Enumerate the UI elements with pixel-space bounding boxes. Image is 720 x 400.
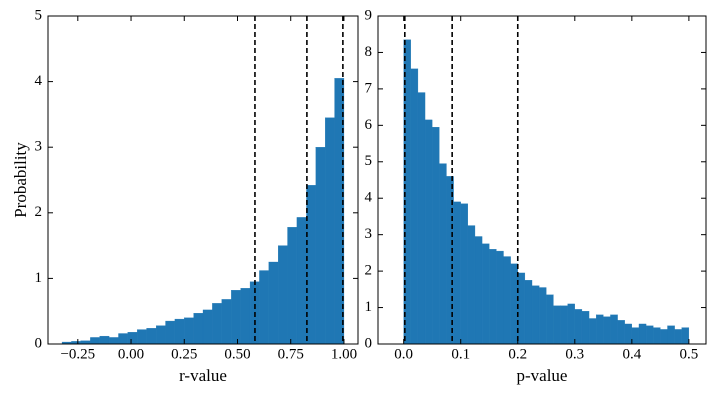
y-tick-label: 4 [365,190,373,206]
bar [306,185,316,345]
x-tick-label: 0.3 [565,346,584,362]
y-tick-label: 1 [35,270,43,286]
bar [631,327,640,345]
bar [603,316,611,345]
bar [503,256,511,345]
x-tick-label: 0.25 [171,346,197,362]
bar [193,313,204,345]
bar [287,227,298,345]
bar [496,250,504,345]
y-tick-label: 2 [365,263,373,279]
bar [165,320,176,345]
bar [325,117,335,345]
x-tick-label: 0.4 [622,346,641,362]
y-axis-label: Probability [11,142,30,218]
bar [432,127,440,345]
bar [202,309,213,345]
y-tick-label: 3 [365,226,373,242]
bar [489,249,497,345]
bar [146,328,157,345]
bar [681,327,690,345]
x-axis-label: r-value [179,366,227,385]
x-tick-label: 0.00 [118,346,144,362]
bar [278,245,288,345]
y-tick-label: 8 [365,44,373,60]
x-tick-label: 0.50 [224,346,250,362]
bar [240,288,251,345]
bar [510,263,518,345]
bar [617,320,625,345]
y-tick-label: 7 [365,80,373,96]
bar [546,294,554,345]
x-axis-label: p-value [517,366,568,385]
bar [474,236,483,345]
plot-frame [47,15,359,345]
bar [424,119,433,345]
bar [108,337,119,345]
bar [315,147,326,345]
bar [524,280,533,345]
bar [439,163,447,345]
y-tick-label: 5 [365,153,373,169]
bar [296,217,307,345]
bar [645,325,654,345]
bar [127,332,138,345]
bar [517,272,526,345]
bar [574,309,583,345]
y-tick-label: 9 [365,7,373,23]
bar [567,303,575,345]
bar [410,68,419,345]
bar [660,329,668,345]
bar [90,337,100,345]
bar [467,225,476,345]
y-tick-label: 6 [365,117,373,133]
x-tick-label: 0.75 [278,346,304,362]
bar [560,305,568,345]
bar [638,323,647,345]
bar [667,325,675,345]
plot-frame [377,15,707,345]
bar [184,317,194,345]
bar [453,201,461,345]
y-tick-label: 5 [35,7,43,23]
bar [259,270,269,345]
x-tick-label: 1.00 [331,346,357,362]
y-tick-label: 2 [35,204,43,220]
bar [212,303,222,345]
bar [118,333,128,345]
bar [674,329,682,345]
y-tick-label: 1 [365,299,373,315]
bar [596,314,604,345]
x-tick-label: 0.0 [394,346,413,362]
bar [174,318,185,345]
bar [581,311,590,345]
x-tick-label: 0.1 [451,346,470,362]
bar [653,327,661,345]
bar [156,325,166,345]
x-tick-label: 0.5 [680,346,699,362]
bar [417,92,426,345]
y-tick-label: 3 [35,139,43,155]
y-tick-label: 4 [35,73,43,89]
bar [99,335,110,345]
bar [221,299,232,345]
bar [538,287,547,345]
bar [624,323,632,345]
x-tick-label: 0.2 [508,346,527,362]
y-tick-label: 0 [35,335,43,351]
bar [460,203,468,345]
bar [137,329,147,345]
x-tick-label: −0.25 [60,346,95,362]
bar [531,285,540,345]
bar [231,290,241,345]
bar [588,318,597,345]
bar [553,305,561,345]
bar [268,261,279,345]
bar [481,243,490,345]
bar [610,314,618,345]
y-tick-label: 0 [365,335,373,351]
